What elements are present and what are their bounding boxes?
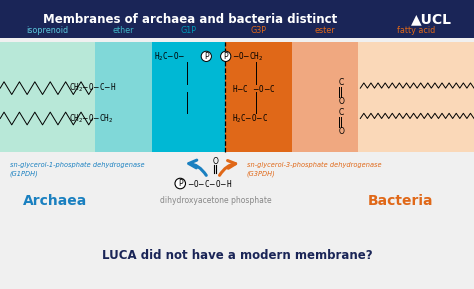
Text: CH$_2$$-$O$-$C$-$H: CH$_2$$-$O$-$C$-$H: [69, 82, 116, 95]
Text: $-$O$-$C$-$O$-$H: $-$O$-$C$-$O$-$H: [187, 178, 233, 189]
Text: ester: ester: [314, 26, 335, 35]
Text: Bacteria: Bacteria: [368, 194, 433, 208]
Text: dihydroxyacetone phosphate: dihydroxyacetone phosphate: [160, 196, 272, 205]
Text: $-$O$-$CH$_2$: $-$O$-$CH$_2$: [232, 50, 264, 63]
Text: fatty acid: fatty acid: [397, 26, 435, 35]
Text: H$-$C $-$O$-$C: H$-$C $-$O$-$C: [232, 83, 276, 94]
Text: G1P: G1P: [181, 26, 197, 35]
Text: sn-glycerol-1-phosphate dehydrogenase: sn-glycerol-1-phosphate dehydrogenase: [9, 162, 144, 168]
Bar: [225, 42, 292, 152]
Bar: [95, 42, 152, 152]
Text: G3P: G3P: [250, 26, 266, 35]
Text: Membranes of archaea and bacteria distinct: Membranes of archaea and bacteria distin…: [43, 13, 337, 25]
Text: (G1PDH): (G1PDH): [9, 170, 38, 177]
Bar: [0, 0, 474, 38]
Text: C: C: [339, 78, 344, 87]
Text: Archaea: Archaea: [23, 194, 87, 208]
Bar: [152, 42, 225, 152]
Text: ▲UCL: ▲UCL: [411, 12, 452, 26]
Bar: [0, 42, 95, 152]
Text: (G3PDH): (G3PDH): [246, 170, 275, 177]
Text: O: O: [338, 97, 344, 106]
Text: H$_2$C$-$O$-$C: H$_2$C$-$O$-$C: [232, 112, 269, 125]
Text: ether: ether: [113, 26, 134, 35]
Text: P: P: [223, 52, 228, 61]
Text: LUCA did not have a modern membrane?: LUCA did not have a modern membrane?: [102, 249, 373, 262]
Bar: [358, 42, 474, 152]
Text: sn-glycerol-3-phosphate dehydrogenase: sn-glycerol-3-phosphate dehydrogenase: [246, 162, 381, 168]
Text: P: P: [178, 179, 182, 188]
Text: P: P: [204, 52, 209, 61]
Text: H$_2$C$-$O$-$: H$_2$C$-$O$-$: [154, 50, 186, 63]
Bar: [292, 42, 358, 152]
Text: CH$_2$$-$O$-$CH$_2$: CH$_2$$-$O$-$CH$_2$: [69, 112, 113, 125]
Text: isoprenoid: isoprenoid: [27, 26, 69, 35]
Text: O: O: [213, 157, 219, 166]
Text: C: C: [339, 108, 344, 117]
Text: O: O: [338, 127, 344, 136]
